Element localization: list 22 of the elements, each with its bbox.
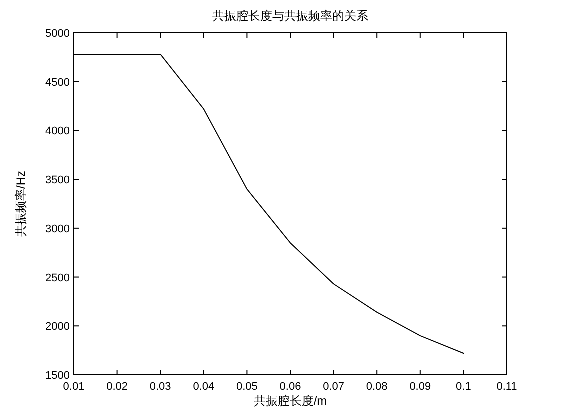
- x-tick-label: 0.05: [236, 381, 258, 393]
- y-tick-label: 2500: [46, 272, 70, 284]
- y-tick-label: 5000: [46, 28, 70, 40]
- x-tick-label: 0.08: [366, 381, 388, 393]
- y-tick-label: 3500: [46, 174, 70, 187]
- x-tick-label: 0.09: [410, 381, 432, 393]
- y-tick-label: 4000: [46, 126, 70, 138]
- x-tick-label: 0.03: [150, 381, 172, 393]
- y-tick-label: 3000: [46, 223, 70, 236]
- x-tick-label: 0.06: [280, 381, 302, 393]
- x-tick-label: 0.01: [63, 381, 85, 393]
- y-tick-label: 2000: [46, 321, 70, 334]
- y-tick-label: 1500: [46, 370, 70, 382]
- y-tick-label: 4500: [46, 76, 70, 89]
- x-tick-label: 0.04: [193, 381, 215, 393]
- x-tick-label: 0.11: [496, 381, 518, 393]
- chart-title: 共振腔长度与共振频率的关系: [212, 9, 368, 23]
- x-tick-label: 0.1: [456, 381, 472, 393]
- x-tick-label: 0.07: [323, 381, 345, 393]
- x-tick-label: 0.02: [106, 381, 128, 393]
- y-axis-title: 共振频率/Hz: [14, 171, 28, 237]
- x-axis-title: 共振腔长度/m: [254, 394, 328, 408]
